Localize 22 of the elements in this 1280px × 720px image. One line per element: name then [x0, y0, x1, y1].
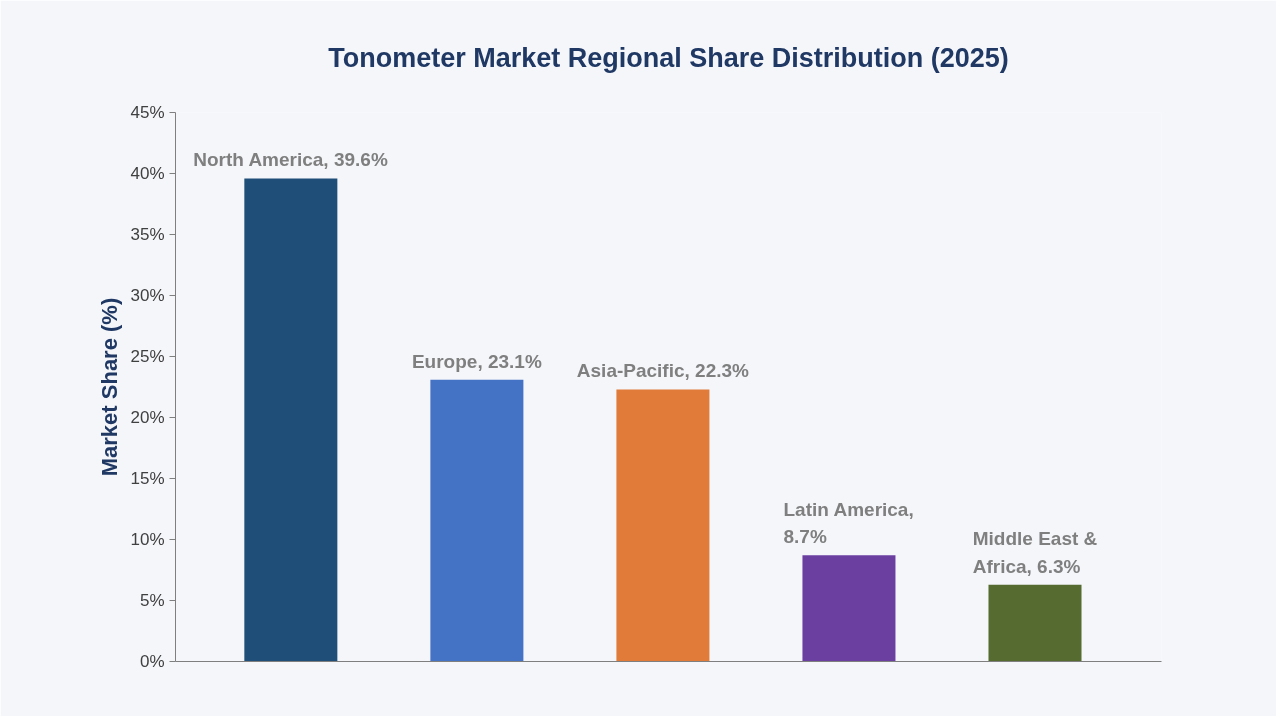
- chart-title: Tonometer Market Regional Share Distribution (2025): [328, 42, 1009, 73]
- y-tick-label: 25%: [130, 347, 165, 366]
- y-tick-label: 5%: [139, 591, 165, 610]
- y-tick-label: 10%: [130, 530, 165, 549]
- bar: [616, 389, 710, 662]
- y-axis-title: Market Share (%): [97, 297, 123, 477]
- y-tick-label: 0%: [139, 652, 165, 671]
- bar: [988, 584, 1082, 662]
- y-tick-label: 20%: [130, 408, 165, 427]
- data-label: North America, 39.6%: [193, 149, 388, 171]
- data-label: Middle East & Africa, 6.3%: [972, 528, 1098, 577]
- y-tick-label: 45%: [130, 103, 165, 122]
- data-label: Latin America, 8.7%: [783, 499, 914, 548]
- data-label: Europe, 23.1%: [411, 350, 542, 372]
- y-tick-label: 40%: [130, 164, 165, 183]
- y-tick-label: 35%: [130, 225, 165, 244]
- y-tick-label: 15%: [130, 469, 165, 488]
- bar: [802, 555, 896, 662]
- y-tick-label: 30%: [130, 286, 165, 305]
- bar: [244, 178, 338, 662]
- bar: [430, 379, 524, 662]
- data-label: Asia-Pacific, 22.3%: [576, 360, 750, 382]
